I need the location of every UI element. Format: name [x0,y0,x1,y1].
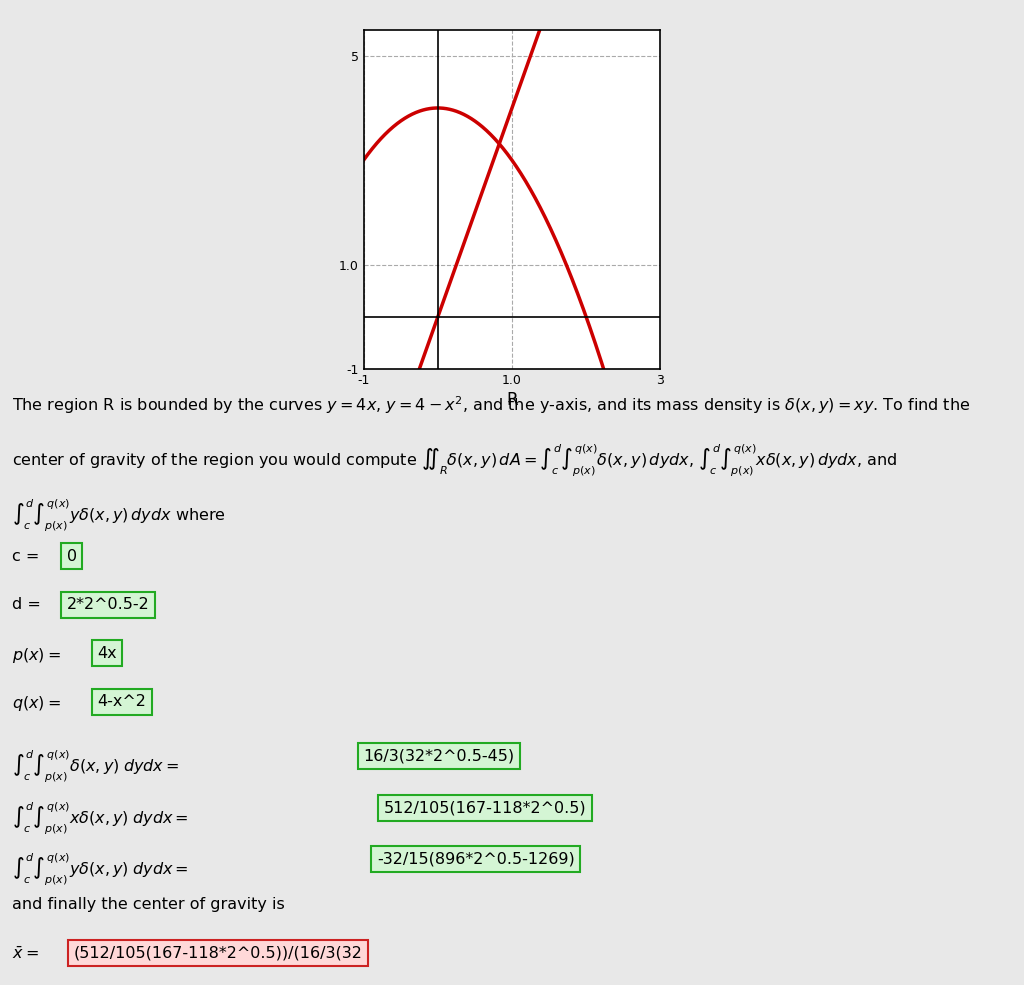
Text: The region R is bounded by the curves $y = 4x$, $y = 4 - x^2$, and the y-axis, a: The region R is bounded by the curves $y… [12,394,971,416]
Text: $\int_c^d \int_{p(x)}^{q(x)} x\delta(x, y)\; dydx = $: $\int_c^d \int_{p(x)}^{q(x)} x\delta(x, … [12,800,189,836]
Text: 512/105(167-118*2^0.5): 512/105(167-118*2^0.5) [384,800,587,816]
Text: 0: 0 [67,549,77,563]
X-axis label: R: R [506,391,518,410]
Text: center of gravity of the region you would compute $\iint_R \delta(x,y)\,dA = \in: center of gravity of the region you woul… [12,443,898,479]
Text: $\int_c^d \int_{p(x)}^{q(x)} y\delta(x, y)\; dydx = $: $\int_c^d \int_{p(x)}^{q(x)} y\delta(x, … [12,852,189,888]
Text: c =: c = [12,549,45,563]
Text: and finally the center of gravity is: and finally the center of gravity is [12,897,285,912]
Text: 4x: 4x [97,646,117,661]
Text: 16/3(32*2^0.5-45): 16/3(32*2^0.5-45) [364,749,515,763]
Text: $\int_c^d \int_{p(x)}^{q(x)} \delta(x, y)\; dydx = $: $\int_c^d \int_{p(x)}^{q(x)} \delta(x, y… [12,749,179,785]
Text: $q(x) = $: $q(x) = $ [12,694,61,713]
Text: -32/15(896*2^0.5-1269): -32/15(896*2^0.5-1269) [377,852,574,867]
Text: d =: d = [12,597,46,613]
Text: (512/105(167-118*2^0.5))/(16/3(32: (512/105(167-118*2^0.5))/(16/3(32 [74,946,362,960]
Text: $\bar{x} = $: $\bar{x} = $ [12,946,39,961]
Text: 2*2^0.5-2: 2*2^0.5-2 [67,597,150,613]
Text: $\int_c^d \int_{p(x)}^{q(x)} y\delta(x,y)\,dydx$ where: $\int_c^d \int_{p(x)}^{q(x)} y\delta(x,y… [12,497,226,534]
Text: 4-x^2: 4-x^2 [97,694,146,709]
Text: $p(x) = $: $p(x) = $ [12,646,61,665]
